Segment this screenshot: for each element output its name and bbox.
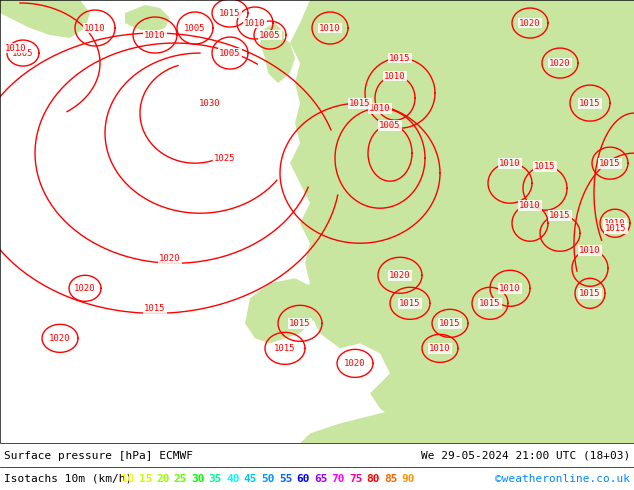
Text: 1010: 1010	[384, 72, 406, 80]
Text: ©weatheronline.co.uk: ©weatheronline.co.uk	[495, 474, 630, 484]
Text: 85: 85	[384, 474, 398, 484]
Text: 1015: 1015	[145, 304, 165, 313]
Text: 35: 35	[209, 474, 223, 484]
Text: 1010: 1010	[84, 24, 106, 32]
Text: 1015: 1015	[599, 159, 621, 168]
Text: 1010: 1010	[519, 201, 541, 210]
Text: 1010: 1010	[429, 344, 451, 353]
Polygon shape	[310, 0, 435, 183]
Text: 1015: 1015	[389, 53, 411, 63]
Text: 40: 40	[226, 474, 240, 484]
Text: 1015: 1015	[549, 211, 571, 220]
Text: 75: 75	[349, 474, 363, 484]
Text: 10: 10	[121, 474, 134, 484]
Polygon shape	[300, 364, 634, 443]
Text: 1015: 1015	[479, 299, 501, 308]
Text: 1020: 1020	[74, 284, 96, 293]
Text: 1020: 1020	[49, 334, 71, 343]
Text: 55: 55	[279, 474, 292, 484]
Polygon shape	[125, 5, 170, 33]
Polygon shape	[265, 35, 295, 83]
Text: 1005: 1005	[379, 121, 401, 130]
Text: 1020: 1020	[519, 19, 541, 27]
Text: 80: 80	[366, 474, 380, 484]
Text: 30: 30	[191, 474, 205, 484]
Polygon shape	[245, 278, 320, 343]
Text: 50: 50	[261, 474, 275, 484]
Polygon shape	[260, 23, 285, 63]
Text: We 29-05-2024 21:00 UTC (18+03): We 29-05-2024 21:00 UTC (18+03)	[421, 451, 630, 461]
Polygon shape	[290, 0, 634, 443]
Text: 1010: 1010	[604, 219, 626, 228]
Text: 1015: 1015	[289, 319, 311, 328]
Text: 1015: 1015	[275, 344, 295, 353]
Text: 1015: 1015	[219, 8, 241, 18]
Text: 1010: 1010	[369, 103, 391, 113]
Text: 1015: 1015	[439, 319, 461, 328]
Text: 1010: 1010	[579, 246, 601, 255]
Text: 1015: 1015	[579, 289, 601, 298]
Text: 1025: 1025	[214, 154, 236, 163]
Text: 1005: 1005	[259, 30, 281, 40]
Text: 1010: 1010	[499, 159, 521, 168]
Text: 65: 65	[314, 474, 328, 484]
Text: 1015: 1015	[605, 224, 627, 233]
Text: 1005: 1005	[184, 24, 206, 32]
Text: 1010: 1010	[5, 44, 27, 52]
Text: 1010: 1010	[320, 24, 340, 32]
Text: 25: 25	[174, 474, 187, 484]
Text: Isotachs 10m (km/h): Isotachs 10m (km/h)	[4, 474, 139, 484]
Text: 1020: 1020	[549, 59, 571, 68]
Text: 1015: 1015	[399, 299, 421, 308]
Text: 1020: 1020	[344, 359, 366, 368]
Text: Surface pressure [hPa] ECMWF: Surface pressure [hPa] ECMWF	[4, 451, 193, 461]
Text: 1020: 1020	[159, 254, 181, 263]
Text: 45: 45	[244, 474, 257, 484]
Text: 1005: 1005	[219, 49, 241, 57]
Text: 15: 15	[139, 474, 152, 484]
Text: 1015: 1015	[534, 162, 556, 171]
Text: 1015: 1015	[579, 98, 601, 108]
Text: 1005: 1005	[12, 49, 34, 57]
Text: 20: 20	[156, 474, 170, 484]
Text: 1020: 1020	[389, 271, 411, 280]
Text: 1010: 1010	[145, 30, 165, 40]
Text: 1030: 1030	[199, 98, 221, 108]
Polygon shape	[0, 0, 90, 38]
Text: 1015: 1015	[349, 98, 371, 108]
Text: 1010: 1010	[499, 284, 521, 293]
Text: 1010: 1010	[244, 19, 266, 27]
Text: 90: 90	[402, 474, 415, 484]
Text: 70: 70	[332, 474, 345, 484]
Text: 60: 60	[297, 474, 310, 484]
